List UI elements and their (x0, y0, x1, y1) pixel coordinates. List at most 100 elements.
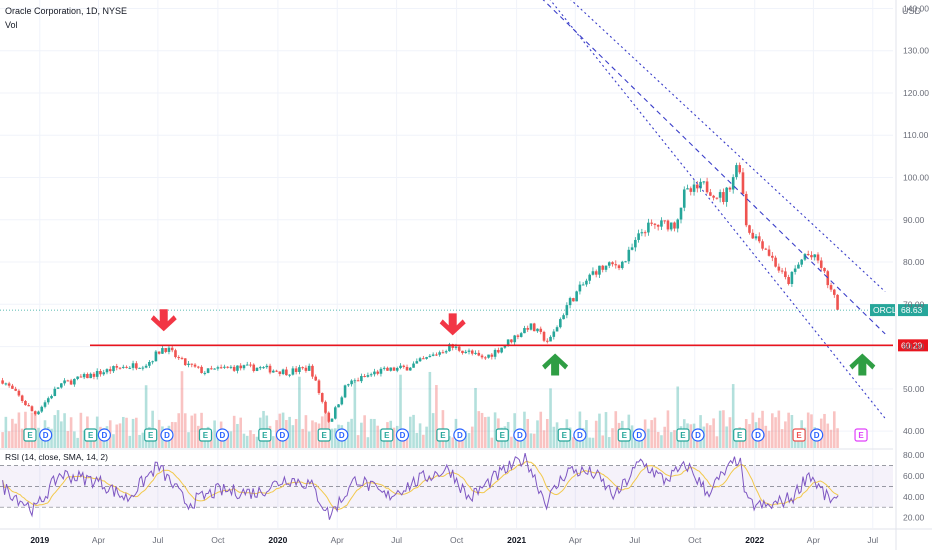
candle-body (46, 398, 50, 403)
volume-bar (594, 420, 598, 448)
candle-body (581, 284, 585, 286)
dividend-marker[interactable]: D (97, 428, 111, 442)
earnings-marker[interactable]: E (144, 428, 158, 442)
dividend-marker[interactable]: D (691, 428, 705, 442)
candle-body (115, 366, 119, 368)
event-label: D (101, 431, 107, 440)
earnings-marker[interactable]: E (317, 428, 331, 442)
candle-body (229, 366, 233, 368)
volume-bars (1, 371, 839, 448)
volume-bar (17, 412, 21, 448)
volume-bar (480, 412, 484, 448)
volume-bar (232, 415, 236, 448)
earnings-marker[interactable]: E (436, 428, 450, 442)
earnings-marker[interactable]: E (854, 428, 868, 442)
earnings-badge-icon (258, 428, 272, 442)
candle-body (604, 265, 608, 270)
regression-channel[interactable] (489, 0, 886, 419)
event-label: D (457, 431, 463, 440)
dividend-marker[interactable]: D (573, 428, 587, 442)
candle-body (99, 370, 102, 375)
candle-body (1, 380, 4, 384)
candle-body (382, 367, 386, 369)
candle-body (682, 189, 686, 208)
volume-bar (829, 429, 833, 448)
x-tick-label: Jul (391, 535, 402, 545)
candle-body (262, 367, 265, 369)
volume-bar (418, 423, 422, 448)
volume-bar (135, 417, 138, 448)
dividend-marker[interactable]: D (160, 428, 174, 442)
earnings-marker[interactable]: E (23, 428, 37, 442)
volume-bar (4, 416, 8, 448)
dividend-marker[interactable]: D (632, 428, 646, 442)
volume-bar (669, 432, 673, 448)
candle-body (709, 192, 712, 196)
dividend-badge-icon (691, 428, 705, 442)
volume-bar (826, 423, 830, 448)
down-arrow-icon (150, 309, 177, 332)
rsi-tick-label: 60.00 (903, 471, 925, 481)
volume-bar (673, 430, 676, 448)
volume-bar (399, 374, 402, 448)
annotation-arrows[interactable] (150, 309, 876, 376)
volume-bar (353, 381, 357, 448)
dividend-marker[interactable]: D (275, 428, 290, 442)
candle-body (523, 328, 526, 334)
candle-body (320, 393, 324, 402)
event-label: E (322, 431, 328, 440)
candle-body (457, 346, 461, 351)
volume-bar (676, 386, 680, 448)
dividend-marker[interactable]: D (39, 428, 53, 442)
dividend-marker[interactable]: D (513, 428, 527, 442)
rsi-pane[interactable]: 80.00 60.00 40.00 20.00 (0, 450, 925, 523)
volume-bar (56, 410, 60, 448)
earnings-marker[interactable]: E (258, 428, 272, 442)
earnings-marker[interactable]: E (198, 428, 213, 442)
dividend-badge-icon (513, 428, 527, 442)
volume-bar (14, 423, 17, 448)
candle-body (20, 395, 24, 401)
candle-body (549, 336, 552, 342)
earnings-marker[interactable]: E (495, 428, 509, 442)
candle-body (73, 378, 76, 385)
volume-bar (806, 412, 810, 448)
candle-body (490, 354, 494, 357)
dividend-marker[interactable]: D (453, 428, 467, 442)
dividend-marker[interactable]: D (215, 428, 230, 442)
earnings-marker[interactable]: E (792, 428, 806, 442)
candle-body (275, 370, 278, 372)
dividend-marker[interactable]: D (751, 428, 765, 442)
earnings-marker[interactable]: E (733, 428, 747, 442)
candle-body (611, 262, 614, 265)
dividend-badge-icon (395, 428, 410, 442)
earnings-marker[interactable]: E (380, 428, 394, 442)
candle-body (105, 369, 109, 373)
candle-body (298, 367, 301, 372)
volume-bar (539, 411, 543, 448)
candle-body (128, 367, 132, 369)
support-line[interactable]: 60.29 ORCL 68.63 (0, 304, 928, 352)
x-tick-label: Jul (152, 535, 163, 545)
earnings-badge-icon (144, 428, 158, 442)
candle-body (324, 401, 327, 413)
x-tick-label: 2021 (507, 535, 526, 545)
event-label: E (500, 431, 506, 440)
dividend-marker[interactable]: D (395, 428, 410, 442)
volume-bar (190, 415, 194, 448)
candle-body (288, 374, 291, 376)
earnings-marker[interactable]: E (557, 428, 571, 442)
earnings-marker[interactable]: E (617, 428, 631, 442)
volume-bar (239, 417, 242, 448)
candle-body (823, 267, 826, 272)
symbol-badge (870, 304, 895, 317)
dividend-marker[interactable]: D (335, 428, 349, 442)
candle-body (536, 328, 539, 332)
event-label: D (636, 431, 642, 440)
earnings-marker[interactable]: E (84, 428, 98, 442)
dividend-marker[interactable]: D (810, 428, 824, 442)
earnings-marker[interactable]: E (676, 428, 690, 442)
candle-body (656, 224, 660, 227)
